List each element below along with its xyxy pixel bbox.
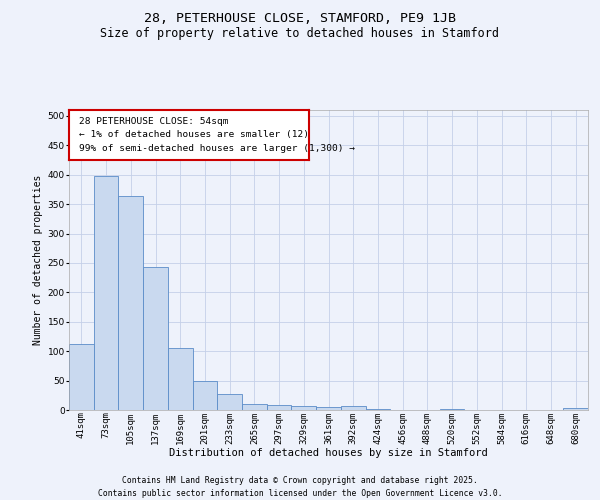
Bar [143,267,168,410]
Bar [168,348,193,410]
Bar [341,406,365,410]
Y-axis label: Number of detached properties: Number of detached properties [34,175,43,345]
Text: 28 PETERHOUSE CLOSE: 54sqm
← 1% of detached houses are smaller (12)
99% of semi-: 28 PETERHOUSE CLOSE: 54sqm ← 1% of detac… [79,118,355,152]
X-axis label: Distribution of detached houses by size in Stamford: Distribution of detached houses by size … [169,448,488,458]
Bar [217,394,242,410]
Bar [69,344,94,410]
Bar [292,406,316,410]
Bar [242,404,267,410]
Text: Contains HM Land Registry data © Crown copyright and database right 2025.
Contai: Contains HM Land Registry data © Crown c… [98,476,502,498]
Bar [193,380,217,410]
Bar [440,409,464,410]
Bar [316,407,341,410]
Text: 28, PETERHOUSE CLOSE, STAMFORD, PE9 1JB: 28, PETERHOUSE CLOSE, STAMFORD, PE9 1JB [144,12,456,26]
Bar [563,408,588,410]
Text: Size of property relative to detached houses in Stamford: Size of property relative to detached ho… [101,28,499,40]
Bar [267,406,292,410]
Bar [118,196,143,410]
Bar [94,176,118,410]
